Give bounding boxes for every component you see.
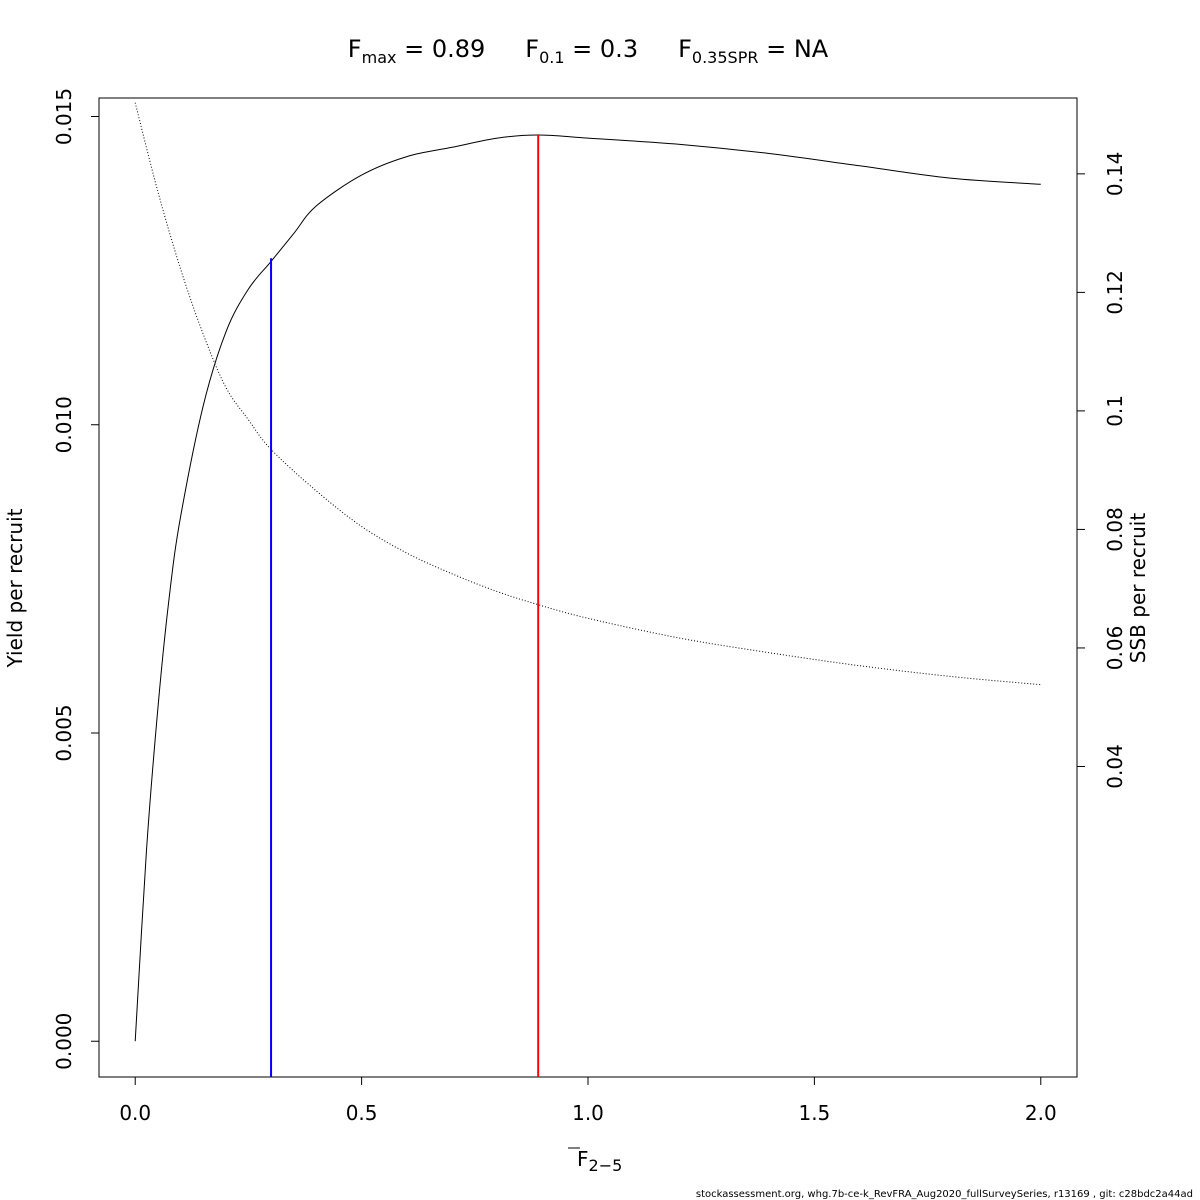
y-right-tick-label: 0.08 [1103, 507, 1127, 552]
x-axis-title-base: F [577, 1147, 589, 1171]
yield-per-recruit-line [134, 134, 1041, 1042]
x-axis-title: F2−5 [577, 1147, 622, 1175]
title-f35-sub: 0.35SPR [692, 48, 759, 67]
x-tick-label: 0.0 [119, 1101, 151, 1125]
y-left-tick-label: 0.010 [52, 396, 76, 453]
title-fmax-value: = 0.89 [396, 35, 485, 63]
x-axis: 0.0 0.5 1.0 1.5 2.0 [119, 1076, 1057, 1125]
y-left-tick-label: 0.005 [52, 704, 76, 761]
y-right-tick-label: 0.04 [1103, 744, 1127, 789]
x-tick-label: 1.5 [798, 1101, 830, 1125]
y-right-axis-title: SSB per recruit [1126, 513, 1150, 664]
title-f01-base: F [525, 35, 539, 63]
footer-text: stockassessment.org, whg.7b-ce-k_RevFRA_… [696, 1189, 1193, 1200]
y-right-tick-label: 0.06 [1103, 626, 1127, 671]
chart-title: Fmax = 0.89 F0.1 = 0.3 F0.35SPR = NA [348, 35, 829, 67]
x-tick-label: 1.0 [572, 1101, 604, 1125]
title-fmax-base: F [348, 35, 362, 63]
y-left-tick-label: 0.000 [52, 1013, 76, 1070]
title-f01-sub: 0.1 [539, 48, 564, 67]
y-right-tick-label: 0.12 [1103, 270, 1127, 315]
y-left-axis-title: Yield per recruit [3, 508, 27, 668]
series-layer [134, 102, 1041, 1042]
plot-frame [98, 97, 1078, 1078]
x-tick-label: 0.5 [346, 1101, 378, 1125]
x-tick-label: 2.0 [1025, 1101, 1057, 1125]
y-right-axis: 0.04 0.06 0.08 0.1 0.12 0.14 [1076, 152, 1127, 789]
x-axis-title-sub: 2−5 [589, 1156, 623, 1175]
y-right-tick-label: 0.1 [1103, 395, 1127, 427]
title-f35-base: F [678, 35, 692, 63]
y-left-tick-label: 0.015 [52, 88, 76, 145]
title-f01-value: = 0.3 [565, 35, 639, 63]
y-left-axis: 0.000 0.005 0.010 0.015 [52, 88, 100, 1070]
y-right-tick-label: 0.14 [1103, 152, 1127, 197]
reference-lines [270, 134, 540, 1077]
title-fmax-sub: max [362, 48, 397, 67]
title-f35-value: = NA [758, 35, 828, 63]
